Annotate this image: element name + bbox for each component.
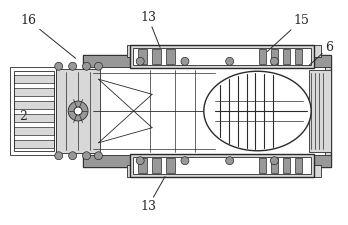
- Bar: [127, 45, 321, 57]
- Circle shape: [181, 157, 189, 165]
- Bar: [133, 157, 311, 174]
- Circle shape: [136, 157, 144, 165]
- Text: 15: 15: [267, 14, 309, 51]
- Bar: [14, 71, 54, 151]
- Circle shape: [226, 157, 234, 165]
- Bar: [127, 165, 321, 177]
- Bar: [260, 158, 267, 173]
- Circle shape: [69, 62, 77, 70]
- Circle shape: [95, 152, 102, 160]
- Bar: [88, 61, 325, 161]
- Circle shape: [55, 62, 63, 70]
- Bar: [260, 50, 267, 64]
- Ellipse shape: [204, 71, 311, 151]
- Bar: [138, 158, 147, 173]
- Text: 13: 13: [140, 177, 165, 213]
- Circle shape: [270, 157, 278, 165]
- Circle shape: [95, 62, 102, 70]
- Bar: [166, 158, 175, 173]
- Bar: [309, 70, 331, 152]
- Circle shape: [55, 152, 63, 160]
- Circle shape: [181, 57, 189, 65]
- Bar: [56, 69, 101, 153]
- Bar: [295, 50, 302, 64]
- Bar: [133, 48, 311, 65]
- Bar: [152, 50, 161, 64]
- Bar: [295, 158, 302, 173]
- Circle shape: [136, 57, 144, 65]
- Circle shape: [226, 57, 234, 65]
- Text: 13: 13: [140, 11, 160, 47]
- Text: 6: 6: [309, 41, 333, 65]
- Bar: [130, 154, 314, 177]
- Circle shape: [68, 101, 88, 121]
- Bar: [14, 140, 54, 148]
- Bar: [14, 101, 54, 109]
- Circle shape: [74, 107, 82, 115]
- Bar: [14, 127, 54, 135]
- Bar: [82, 55, 331, 167]
- Bar: [283, 50, 290, 64]
- Bar: [283, 158, 290, 173]
- Bar: [271, 50, 278, 64]
- Bar: [14, 114, 54, 122]
- Bar: [82, 55, 331, 67]
- Circle shape: [69, 152, 77, 160]
- Bar: [152, 158, 161, 173]
- Circle shape: [270, 57, 278, 65]
- Bar: [166, 50, 175, 64]
- Circle shape: [82, 152, 90, 160]
- Bar: [14, 75, 54, 83]
- Circle shape: [82, 62, 90, 70]
- Bar: [138, 50, 147, 64]
- Bar: [130, 45, 314, 68]
- Text: 16: 16: [21, 14, 76, 58]
- Bar: [271, 158, 278, 173]
- Bar: [14, 88, 54, 96]
- Bar: [10, 67, 56, 155]
- Bar: [82, 155, 331, 167]
- Text: 2: 2: [19, 110, 27, 124]
